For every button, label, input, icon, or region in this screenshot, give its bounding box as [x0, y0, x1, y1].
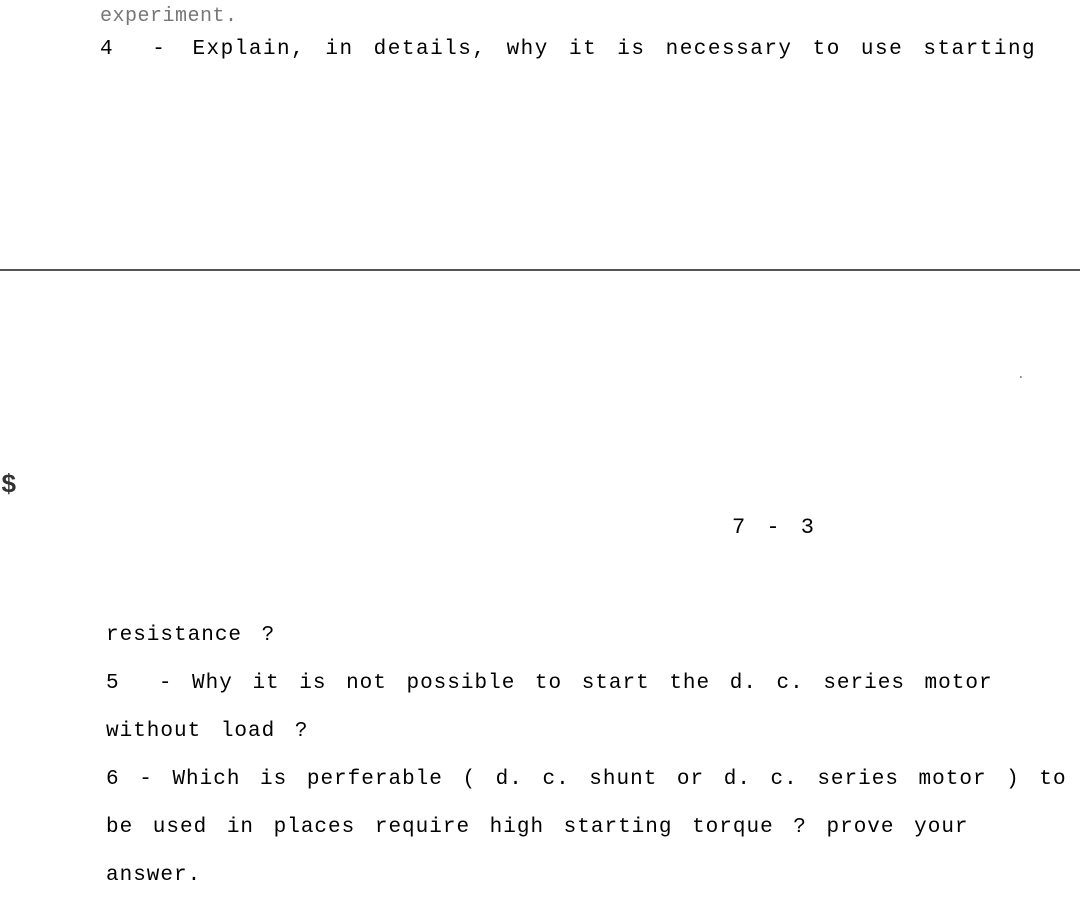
question-5-dash: - [159, 672, 173, 695]
artifact-dot: · [1017, 370, 1025, 386]
question-6-line: 6 - Which is perferable ( d. c. shunt or… [106, 756, 1026, 804]
partial-text-experiment: experiment. [100, 5, 238, 28]
question-4-number: 4 [100, 38, 114, 61]
question-6-cont1: be used in places require high starting … [106, 804, 1026, 852]
question-6-dash: - [139, 768, 153, 791]
lower-text-block: resistance ? 5 - Why it is not possible … [106, 612, 1026, 900]
dollar-mark: $ [1, 470, 17, 500]
question-6-text: Which is perferable ( d. c. shunt or d. … [172, 768, 1066, 791]
question-5-cont: without load ? [106, 708, 1026, 756]
question-5-text: Why it is not possible to start the d. c… [192, 672, 993, 695]
question-5-number: 5 [106, 660, 120, 708]
horizontal-divider [0, 269, 1080, 271]
page-number: 7 - 3 [732, 515, 818, 540]
question-4-text: Explain, in details, why it is necessary… [192, 38, 1036, 61]
document-page: experiment. 4 - Explain, in details, why… [0, 0, 1080, 890]
question-5-line: 5 - Why it is not possible to start the … [106, 660, 1026, 708]
question-6-cont2: answer. [106, 852, 1026, 900]
question-6-number: 6 [106, 756, 120, 804]
question-4-dash: - [152, 38, 166, 61]
question-4: 4 - Explain, in details, why it is neces… [100, 38, 1036, 61]
resistance-line: resistance ? [106, 612, 1026, 660]
